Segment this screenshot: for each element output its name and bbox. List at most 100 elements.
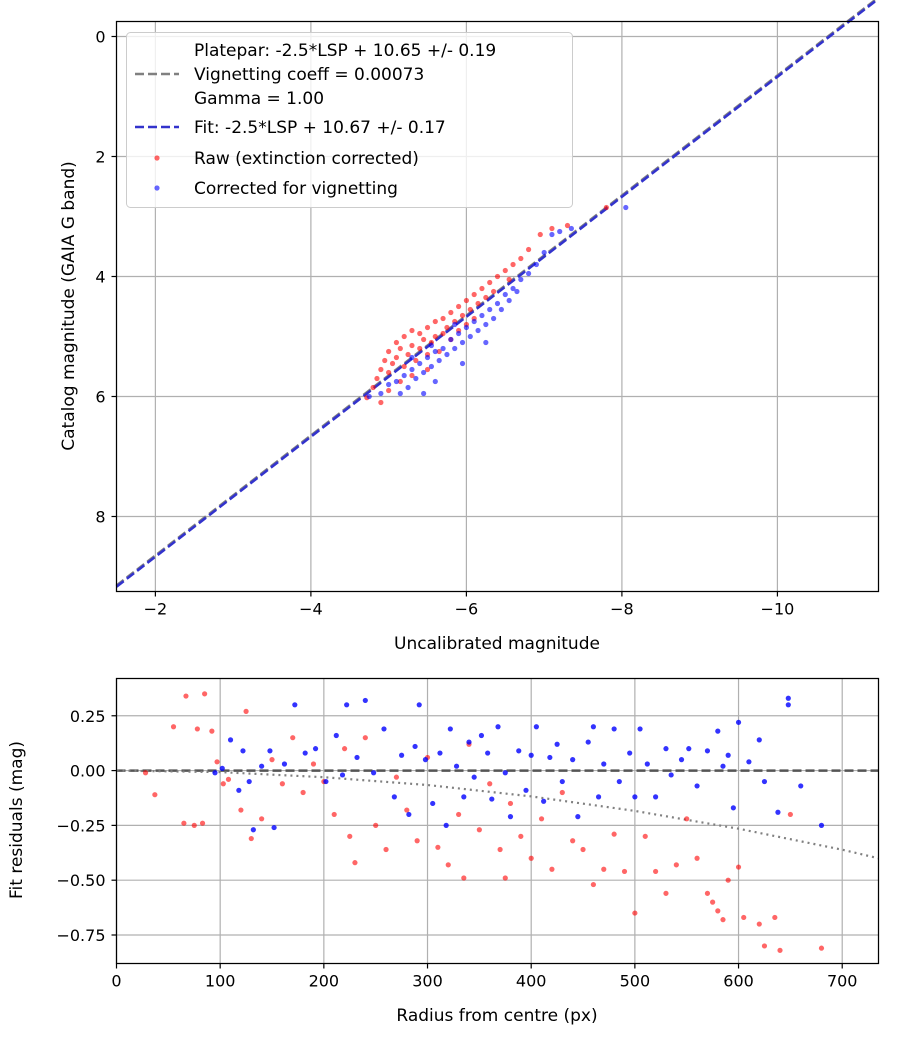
raw-point [483,294,489,301]
corrected-point [483,321,489,328]
corrected-point [498,306,504,313]
corrected-point [510,285,516,292]
raw-residual-point [461,875,467,881]
raw-point [421,336,427,343]
raw-point [479,285,485,292]
raw-residual-point [710,899,716,905]
raw-point [382,357,388,364]
corrected-residual-point [323,778,329,785]
corrected-residual-point [595,794,602,800]
raw-point [603,204,609,211]
raw-residual-point [331,811,337,818]
x-tick-label: −2 [144,600,168,619]
raw-point [409,327,415,334]
x-tick-label: −6 [455,600,479,619]
raw-residual-point [772,914,778,921]
corrected-residual-point [533,724,539,730]
raw-point [475,300,481,307]
raw-residual-point [435,844,441,850]
raw-residual-point [601,866,607,872]
raw-point [491,288,497,295]
calibration-ticks [111,35,779,597]
corrected-residual-point [267,748,273,754]
corrected-residual-point [240,748,246,754]
corrected-residual-point [219,765,225,771]
x-tick-label: 0 [111,972,121,991]
raw-residual-point [590,881,596,888]
corrected-point [405,384,411,391]
corrected-residual-point [312,746,319,752]
corrected-point [541,249,547,256]
legend-platepar-label: Gamma = 1.00 [194,89,324,109]
residuals-ticks [111,715,843,969]
corrected-residual-point [590,724,596,730]
corrected-residual-point [725,752,731,758]
raw-point [502,267,508,274]
corrected-residual-point [478,732,485,739]
raw-point [432,333,438,340]
x-tick-label: 300 [412,972,443,991]
raw-residual-point [300,789,306,796]
corrected-point [471,318,477,325]
raw-residual-point [259,816,265,822]
raw-point [409,342,415,349]
x-tick-label: 400 [516,972,547,991]
raw-residual-point [653,868,659,875]
x-tick-label: −10 [761,600,795,619]
corrected-residual-point [391,794,397,800]
corrected-residual-point [333,732,339,739]
raw-residual-point [704,890,711,896]
raw-point [537,231,543,238]
raw-residual-point [787,811,793,818]
raw-point [518,255,524,262]
raw-residual-point [362,735,368,741]
raw-point [440,330,446,337]
raw-residual-point [279,781,285,787]
residuals-x-tick-labels: 0 100 200 300 400 500 600 700 [111,972,857,991]
corrected-point [549,231,555,238]
residuals-reference-lines [116,769,879,860]
corrected-point [421,390,427,397]
corrected-point [440,345,446,352]
corrected-residual-point [371,770,377,776]
corrected-point [475,327,481,334]
raw-residual-point [243,708,249,714]
corrected-residual-point [236,787,242,793]
corrected-point [409,354,415,361]
raw-point [413,357,419,364]
corrected-residual-point [422,757,429,763]
x-tick-label: 700 [827,972,858,991]
raw-residual-point [611,831,617,837]
raw-residual-point [720,917,726,923]
calibration-x-tick-labels: −2 −4 −6 −8 −10 [144,600,795,619]
raw-residual-point [456,811,462,818]
legend-corrected-marker [154,185,160,191]
corrected-point [421,369,427,376]
corrected-residual-point [453,763,460,769]
corrected-residual-point [437,750,443,756]
corrected-point [444,351,450,358]
raw-point [397,345,403,352]
corrected-point [409,366,415,373]
raw-point [456,303,462,310]
corrected-residual-point [616,778,622,785]
raw-residual-point [199,820,206,826]
corrected-point [459,360,466,367]
corrected-residual-point [704,748,711,754]
corrected-residual-point [339,772,346,778]
raw-point [370,384,376,391]
raw-point [409,372,415,379]
raw-residual-point [502,875,508,881]
corrected-point [487,306,493,313]
y-tick-label: 4 [95,268,105,287]
raw-point [386,348,392,355]
residuals-y-axis-label: Fit residuals (mag) [7,741,27,899]
legend-corrected-label: Corrected for vignetting [194,179,398,199]
raw-residual-point [191,822,197,828]
legend-platepar-label: Platepar: -2.5*LSP + 10.65 +/- 0.19 [194,41,496,61]
corrected-residual-point [735,719,742,725]
raw-residual-point [404,807,410,813]
corrected-point [432,348,438,355]
corrected-point [428,363,435,370]
